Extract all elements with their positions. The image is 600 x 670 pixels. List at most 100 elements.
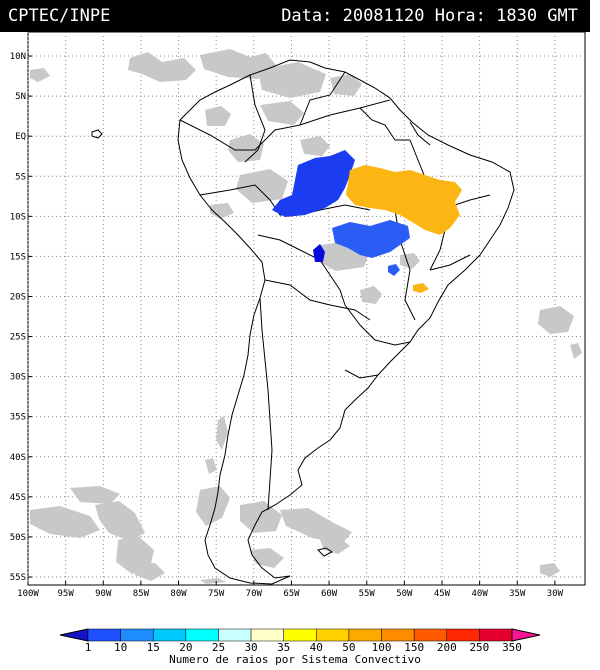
lon-tick-label: 75W bbox=[208, 589, 225, 599]
cloud-patch bbox=[30, 506, 100, 538]
cloud-patch bbox=[200, 578, 226, 584]
lon-tick-label: 60W bbox=[321, 589, 338, 599]
country-border bbox=[344, 369, 379, 379]
cloud-patch bbox=[258, 62, 326, 98]
colorbar-swatch bbox=[120, 628, 154, 642]
lon-tick-label: 40W bbox=[471, 589, 488, 599]
blue-cluster-south bbox=[332, 220, 410, 258]
lon-tick-label: 55W bbox=[359, 589, 376, 599]
colorbar-swatch bbox=[316, 628, 350, 642]
cloud-patch bbox=[128, 52, 196, 82]
island bbox=[317, 547, 333, 557]
colorbar-tick-label: 35 bbox=[277, 641, 290, 654]
lat-tick-label: 55S bbox=[10, 573, 26, 583]
cloud-patch bbox=[330, 74, 362, 96]
lon-tick-label: 90W bbox=[95, 589, 112, 599]
lat-tick-label: EQ bbox=[15, 132, 26, 142]
colorbar-tick-label: 40 bbox=[310, 641, 323, 654]
colorbar-max-arrow bbox=[511, 628, 541, 642]
lat-tick-label: 35S bbox=[10, 413, 26, 423]
colorbar-swatch bbox=[446, 628, 480, 642]
dark-blue-cluster bbox=[313, 244, 325, 262]
timestamp-label: Data: 20081120 Hora: 1830 GMT bbox=[281, 6, 578, 26]
lat-tick-label: 50S bbox=[10, 533, 26, 543]
colorbar-tick-label: 150 bbox=[404, 641, 424, 654]
colorbar-tick-label: 25 bbox=[212, 641, 225, 654]
lat-tick-label: 20S bbox=[10, 292, 26, 302]
lon-tick-label: 45W bbox=[434, 589, 451, 599]
lat-tick-label: 5S bbox=[15, 172, 26, 182]
country-border bbox=[429, 254, 471, 271]
lon-tick-label: 30W bbox=[547, 589, 564, 599]
cloud-patch bbox=[320, 538, 350, 554]
map-header: CPTEC/INPE Data: 20081120 Hora: 1830 GMT bbox=[0, 0, 590, 32]
cloud-patch bbox=[400, 253, 420, 269]
colorbar-tick-label: 50 bbox=[342, 641, 355, 654]
blue-spot bbox=[388, 264, 400, 276]
cloud-patch bbox=[200, 49, 276, 79]
cloud-patch bbox=[570, 343, 582, 359]
orange-spot bbox=[413, 283, 429, 293]
cloud-patch bbox=[210, 203, 234, 219]
colorbar-swatch bbox=[218, 628, 252, 642]
colorbar-swatch bbox=[381, 628, 415, 642]
axis-ticks: 10N 5N EQ 5S 10S 15S 20S 25S 30S 35S 40S 45S 50S 55S 1… bbox=[10, 52, 564, 599]
cloud-patch bbox=[135, 563, 165, 581]
cloud-patch bbox=[228, 134, 264, 162]
cloud-patch bbox=[205, 458, 217, 474]
lat-tick-label: 30S bbox=[10, 373, 26, 383]
colorbar-tick-label: 20 bbox=[179, 641, 192, 654]
colorbar-min-arrow bbox=[59, 628, 89, 642]
lon-tick-label: 95W bbox=[58, 589, 75, 599]
colorbar-tick-label: 15 bbox=[147, 641, 160, 654]
cloud-patch bbox=[236, 169, 288, 203]
country-border bbox=[199, 184, 371, 216]
country-border bbox=[179, 99, 391, 151]
country-border bbox=[344, 304, 411, 346]
country-border bbox=[299, 71, 346, 126]
lat-tick-label: 45S bbox=[10, 493, 26, 503]
colorbar-swatch bbox=[250, 628, 284, 642]
country-border bbox=[264, 279, 371, 321]
orange-cluster bbox=[346, 165, 462, 235]
cloud-cover bbox=[30, 49, 582, 584]
lat-tick-label: 5N bbox=[15, 92, 26, 102]
colorbar: 1 10 15 20 25 30 35 40 50 100 150 200 250 350 bbox=[59, 628, 541, 654]
cloud-patch bbox=[260, 101, 304, 125]
colorbar-tick-label: 200 bbox=[437, 641, 457, 654]
lon-tick-label: 80W bbox=[170, 589, 187, 599]
south-america-coast bbox=[177, 59, 515, 585]
colorbar-swatch bbox=[479, 628, 513, 642]
country-border bbox=[244, 74, 266, 163]
cloud-patch bbox=[280, 508, 352, 544]
cloud-patch bbox=[216, 416, 228, 450]
cloud-patch bbox=[70, 486, 120, 504]
country-border bbox=[359, 107, 410, 141]
cloud-patch bbox=[205, 106, 231, 126]
lat-tick-label: 15S bbox=[10, 252, 26, 262]
lon-tick-label: 100W bbox=[17, 589, 39, 599]
colorbar-swatch bbox=[87, 628, 121, 642]
colorbar-tick-label: 350 bbox=[502, 641, 522, 654]
country-border bbox=[409, 121, 431, 146]
plot-frame bbox=[27, 31, 586, 586]
colorbar-tick-label: 100 bbox=[372, 641, 392, 654]
colorbar-swatch bbox=[185, 628, 219, 642]
cloud-patch bbox=[300, 136, 330, 156]
lat-tick-label: 25S bbox=[10, 333, 26, 343]
colorbar-tick-label: 30 bbox=[244, 641, 257, 654]
cloud-patch bbox=[30, 68, 50, 82]
colorbar-swatch bbox=[348, 628, 382, 642]
colorbar-tick-label: 10 bbox=[114, 641, 127, 654]
colorbar-swatch bbox=[283, 628, 317, 642]
lon-tick-label: 35W bbox=[509, 589, 526, 599]
lon-tick-label: 70W bbox=[246, 589, 263, 599]
organization-label: CPTEC/INPE bbox=[8, 6, 111, 26]
lat-tick-label: 40S bbox=[10, 453, 26, 463]
cloud-patch bbox=[540, 563, 560, 577]
lon-tick-label: 65W bbox=[283, 589, 300, 599]
colorbar-label: Numero de raios por Sistema Convectivo bbox=[169, 653, 421, 666]
cloud-patch bbox=[538, 306, 574, 334]
country-border bbox=[259, 297, 273, 511]
